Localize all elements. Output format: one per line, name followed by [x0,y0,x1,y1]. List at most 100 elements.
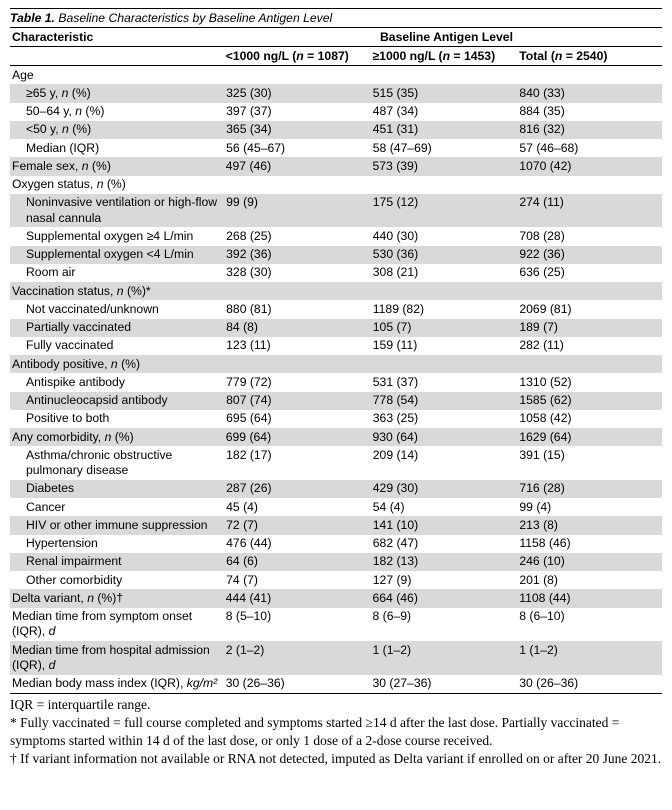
row-label: Fully vaccinated [10,337,222,355]
cell-c: 99 (4) [515,498,662,516]
cell-c: 201 (8) [515,571,662,589]
cell-c: 1108 (44) [515,589,662,607]
table-row: Age [10,66,662,84]
table-row: Asthma/chronic obstructive pulmonary dis… [10,446,662,480]
cell-c [515,176,662,194]
row-label: Antibody positive, n (%) [10,355,222,373]
table-row: Median (IQR)56 (45–67)58 (47–69)57 (46–6… [10,139,662,157]
footnote-1: IQR = interquartile range. [10,696,662,714]
footnote-3: † If variant information not available o… [10,750,662,768]
row-label: Diabetes [10,480,222,498]
cell-c: 213 (8) [515,516,662,534]
row-label: Supplemental oxygen ≥4 L/min [10,227,222,245]
cell-c: 708 (28) [515,227,662,245]
cell-b: 682 (47) [369,535,516,553]
table-row: Hypertension476 (44)682 (47)1158 (46) [10,535,662,553]
cell-c: 1629 (64) [515,428,662,446]
cell-c: 246 (10) [515,553,662,571]
cell-c: 30 (26–36) [515,675,662,693]
cell-c [515,355,662,373]
cell-b: 8 (6–9) [368,608,515,642]
cell-c: 840 (33) [515,84,662,102]
cell-b: 1189 (82) [369,300,516,318]
cell-a: 287 (26) [222,480,369,498]
header-span: Baseline Antigen Level [231,28,662,46]
row-label: <50 y, n (%) [10,121,222,139]
footnote-2: * Fully vaccinated = full course complet… [10,714,662,749]
table-row: 50–64 y, n (%)397 (37)487 (34)884 (35) [10,103,662,121]
row-label: HIV or other immune suppression [10,516,222,534]
table-row: Vaccination status, n (%)* [10,282,662,300]
table-row: Positive to both695 (64)363 (25)1058 (42… [10,410,662,428]
row-label: Age [10,66,222,84]
cell-a [222,355,369,373]
table-row: Room air328 (30)308 (21)636 (25) [10,264,662,282]
cell-a: 45 (4) [222,498,369,516]
cell-c: 57 (46–68) [515,139,662,157]
cell-c: 816 (32) [515,121,662,139]
table-row: Noninvasive ventilation or high-flow nas… [10,194,662,228]
cell-b: 451 (31) [369,121,516,139]
row-label: Not vaccinated/unknown [10,300,222,318]
table-row: Female sex, n (%)497 (46)573 (39)1070 (4… [10,157,662,175]
table-row: Antibody positive, n (%) [10,355,662,373]
cell-b [368,282,515,300]
header-characteristic: Characteristic [10,28,231,46]
cell-a: 182 (17) [222,446,369,480]
row-label: Positive to both [10,410,222,428]
row-label: Median time from hospital admission (IQR… [10,641,222,675]
cell-a: 328 (30) [222,264,369,282]
table-row: Oxygen status, n (%) [10,176,662,194]
row-label: Median body mass index (IQR), kg/m² [10,675,222,693]
cell-a: 444 (41) [222,589,369,607]
cell-a: 497 (46) [222,157,369,175]
subheader-row: <1000 ng/L (n = 1087) ≥1000 ng/L (n = 14… [10,46,662,66]
cell-c [515,282,662,300]
row-label: Vaccination status, n (%)* [10,282,222,300]
table-row: Cancer45 (4)54 (4)99 (4) [10,498,662,516]
cell-a: 64 (6) [222,553,369,571]
table-row: Antispike antibody779 (72)531 (37)1310 (… [10,373,662,391]
row-label: Female sex, n (%) [10,157,222,175]
cell-b: 930 (64) [368,428,515,446]
table-row: Antinucleocapsid antibody807 (74)778 (54… [10,392,662,410]
cell-c: 282 (11) [515,337,662,355]
cell-a: 268 (25) [222,227,369,245]
cell-a: 779 (72) [222,373,369,391]
table-title: Table 1. Baseline Characteristics by Bas… [10,8,662,27]
cell-a: 30 (26–36) [222,675,369,693]
cell-c: 884 (35) [515,103,662,121]
row-label: Oxygen status, n (%) [10,176,222,194]
table-row: HIV or other immune suppression72 (7)141… [10,516,662,534]
table-row: <50 y, n (%)365 (34)451 (31)816 (32) [10,121,662,139]
cell-b: 182 (13) [369,553,516,571]
cell-a: 699 (64) [222,428,369,446]
cell-b: 530 (36) [369,246,516,264]
cell-a: 2 (1–2) [222,641,369,675]
cell-a: 397 (37) [222,103,369,121]
row-label: ≥65 y, n (%) [10,84,222,102]
cell-b: 778 (54) [369,392,516,410]
cell-b: 175 (12) [369,194,516,228]
table-row: Supplemental oxygen ≥4 L/min268 (25)440 … [10,227,662,245]
row-label: Room air [10,264,222,282]
table-row: Partially vaccinated84 (8)105 (7)189 (7) [10,319,662,337]
table-row: Any comorbidity, n (%)699 (64)930 (64)16… [10,428,662,446]
row-label: Delta variant, n (%)† [10,589,222,607]
subheader-col-b: ≥1000 ng/L (n = 1453) [368,47,515,65]
cell-b: 308 (21) [369,264,516,282]
row-label: Asthma/chronic obstructive pulmonary dis… [10,446,222,480]
cell-b: 141 (10) [369,516,516,534]
row-label: Supplemental oxygen <4 L/min [10,246,222,264]
table-row: Supplemental oxygen <4 L/min392 (36)530 … [10,246,662,264]
cell-b: 531 (37) [369,373,516,391]
cell-c: 1158 (46) [515,535,662,553]
footnotes: IQR = interquartile range. * Fully vacci… [10,693,662,768]
cell-a [222,66,369,84]
cell-b: 515 (35) [369,84,516,102]
cell-c: 1058 (42) [515,410,662,428]
subheader-col-c: Total (n = 2540) [515,47,662,65]
cell-a: 56 (45–67) [222,139,369,157]
cell-a: 74 (7) [222,571,369,589]
row-label: Cancer [10,498,222,516]
